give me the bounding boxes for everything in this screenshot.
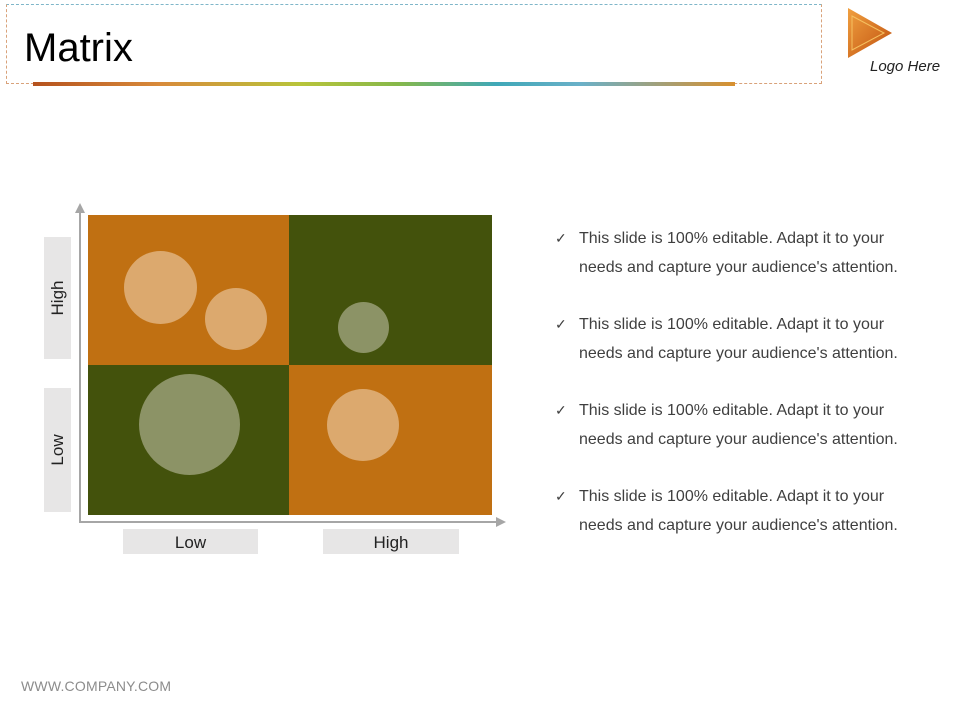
y-axis [79,210,81,522]
bullet-line-1: This slide is 100% editable. Adapt it to… [579,230,885,247]
bubble [124,251,197,324]
title-gradient-bar [33,82,735,86]
y-label-low-text: Low [47,434,67,466]
bullet-line-1: This slide is 100% editable. Adapt it to… [579,488,885,505]
page-title: Matrix [24,26,133,70]
quadrant-top-right [289,215,492,365]
bullet-list: ✓ This slide is 100% editable. Adapt it … [555,224,935,568]
bullet-line-1: This slide is 100% editable. Adapt it to… [579,316,885,333]
y-label-high-text: High [47,280,67,316]
x-axis-arrow [496,517,506,527]
bubble [327,389,399,461]
list-item: ✓ This slide is 100% editable. Adapt it … [555,396,935,482]
bubble [338,302,389,353]
list-item: ✓ This slide is 100% editable. Adapt it … [555,310,935,396]
checkmark-icon: ✓ [555,230,567,246]
logo-icon [846,8,894,58]
bullet-line-2: needs and capture your audience's attent… [579,431,898,448]
logo-text: Logo Here [870,58,941,75]
bullet-line-2: needs and capture your audience's attent… [579,259,898,276]
x-axis [79,521,499,523]
bullet-line-1: This slide is 100% editable. Adapt it to… [579,402,885,419]
footer-url: WWW.COMPANY.COM [21,678,172,694]
checkmark-icon: ✓ [555,488,567,504]
bullet-line-2: needs and capture your audience's attent… [579,345,898,362]
x-label-low: Low [123,529,258,554]
list-item: ✓ This slide is 100% editable. Adapt it … [555,482,935,568]
list-item: ✓ This slide is 100% editable. Adapt it … [555,224,935,310]
x-label-high: High [323,529,459,554]
y-axis-arrow [75,203,85,213]
bubble [139,374,240,475]
y-label-low: Low [44,388,71,512]
checkmark-icon: ✓ [555,402,567,418]
y-label-high: High [44,237,71,359]
checkmark-icon: ✓ [555,316,567,332]
bullet-line-2: needs and capture your audience's attent… [579,517,898,534]
bubble [205,288,267,350]
